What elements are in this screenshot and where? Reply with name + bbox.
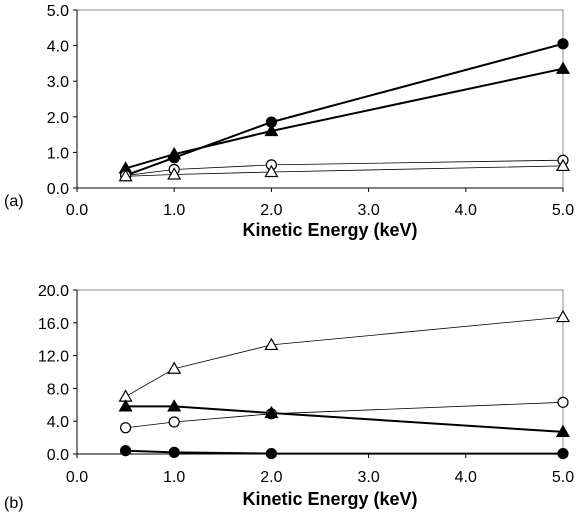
data-point-open-triangle: [264, 164, 279, 178]
x-axis-label: Kinetic Energy (keV): [242, 489, 417, 509]
data-point-open-circle: [168, 416, 180, 428]
data-point-filled-circle: [168, 446, 180, 458]
x-tick-label: 2.0: [260, 469, 282, 486]
chart-panel-2: 0.0 4.0 8.0 12.0 16.0 20.0 0.0 1.0 2.0 3.0 4.0 5.0 K…: [4, 283, 574, 512]
y-tick-label: 3.0: [47, 74, 69, 91]
x-tick-label: 2.0: [260, 202, 282, 219]
y-tick-label: 2.0: [47, 110, 69, 127]
data-point-filled-triangle: [118, 399, 133, 412]
data-point-open-triangle: [167, 361, 182, 374]
data-point-filled-circle: [557, 38, 569, 50]
data-point-open-triangle: [167, 167, 182, 180]
y-tick-label: 0.0: [47, 447, 69, 464]
data-point-filled-circle: [119, 445, 132, 457]
data-point-filled-triangle: [167, 146, 182, 160]
data-point-open-triangle: [555, 158, 571, 172]
y-tick-label: 20.0: [38, 283, 69, 300]
series-line-filled-circle: [125, 42, 564, 177]
data-point-open-triangle: [264, 337, 279, 351]
x-axis-label: Kinetic Energy (keV): [242, 220, 417, 240]
chart-panel-1: 0.0 1.0 2.0 3.0 4.0 5.0 0.0 1.0 2.0 3.0 4.0 5.0 Kine…: [4, 3, 574, 240]
x-tick-label: 1.0: [163, 469, 185, 486]
series-line-open-circle: [125, 159, 564, 176]
y-tick-label: 5.0: [47, 3, 69, 20]
series-line-open-triangle: [125, 316, 564, 397]
series-line-filled-triangle: [125, 67, 564, 170]
series-line-open-triangle: [125, 165, 564, 177]
plot-frame: [76, 289, 564, 455]
x-tick-label: 4.0: [455, 469, 477, 486]
series-line-open-circle: [125, 401, 564, 429]
x-tick-label: 0.0: [66, 202, 88, 219]
x-tick-label: 5.0: [552, 469, 574, 486]
data-point-filled-triangle: [264, 123, 279, 137]
series-line-filled-triangle: [125, 405, 564, 433]
data-point-filled-triangle: [167, 399, 182, 412]
x-tick-label: 4.0: [455, 202, 477, 219]
data-point-filled-triangle: [555, 61, 571, 74]
y-tick-label: 12.0: [38, 349, 69, 366]
data-point-filled-triangle: [264, 405, 279, 419]
data-point-open-circle: [119, 422, 132, 434]
data-point-open-triangle: [118, 169, 133, 182]
data-point-filled-circle: [265, 447, 277, 460]
x-tick-label: 3.0: [357, 202, 379, 219]
data-point-open-triangle: [555, 309, 571, 323]
x-tick-label: 1.0: [163, 202, 185, 219]
data-point-open-circle: [557, 396, 569, 408]
y-tick-label: 8.0: [47, 381, 69, 398]
x-tick-label: 0.0: [66, 469, 88, 486]
y-tick-label: 16.0: [38, 316, 69, 333]
series-line-filled-circle: [125, 449, 563, 455]
data-point-filled-circle: [557, 447, 569, 460]
panel-label: (a): [4, 193, 24, 210]
x-tick-label: 5.0: [552, 202, 574, 219]
y-tick-label: 0.0: [47, 181, 69, 198]
x-tick-label: 3.0: [357, 469, 379, 486]
y-tick-label: 4.0: [47, 39, 69, 56]
y-tick-label: 4.0: [47, 414, 69, 431]
data-point-filled-triangle: [555, 424, 571, 437]
panel-label: (b): [4, 495, 24, 512]
y-tick-label: 1.0: [47, 145, 69, 162]
